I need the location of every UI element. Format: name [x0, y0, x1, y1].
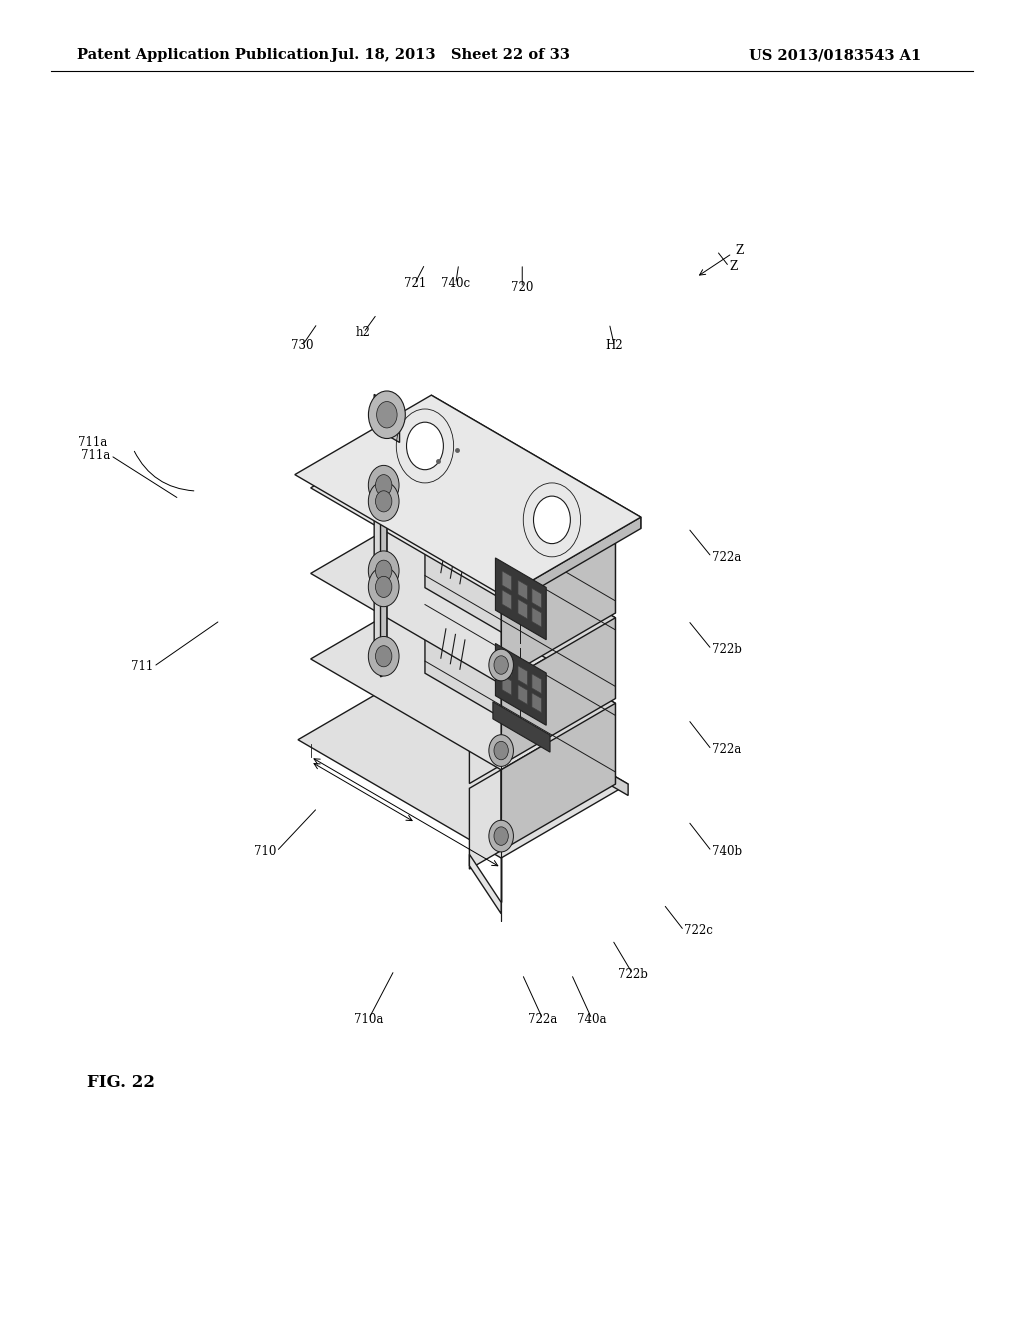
Polygon shape: [469, 684, 501, 784]
Circle shape: [488, 649, 513, 681]
Text: 711a: 711a: [78, 436, 108, 449]
Polygon shape: [496, 643, 546, 725]
Text: 711a: 711a: [81, 449, 111, 462]
Circle shape: [369, 466, 399, 506]
Text: h2: h2: [356, 326, 371, 339]
Polygon shape: [413, 597, 419, 657]
Text: US 2013/0183543 A1: US 2013/0183543 A1: [750, 49, 922, 62]
Polygon shape: [295, 395, 641, 597]
Circle shape: [407, 422, 443, 470]
Polygon shape: [496, 558, 546, 640]
Text: Z: Z: [729, 260, 737, 273]
Polygon shape: [425, 507, 615, 698]
Polygon shape: [374, 395, 399, 442]
Text: 722a: 722a: [712, 743, 741, 756]
Circle shape: [369, 482, 399, 521]
Text: 722a: 722a: [528, 1012, 557, 1026]
Text: 722b: 722b: [712, 643, 741, 656]
Polygon shape: [381, 421, 387, 677]
Polygon shape: [531, 673, 542, 693]
Circle shape: [494, 826, 508, 845]
Circle shape: [494, 742, 508, 760]
Circle shape: [376, 491, 392, 512]
Polygon shape: [413, 512, 419, 572]
Polygon shape: [310, 507, 615, 684]
Polygon shape: [518, 599, 527, 619]
Text: Jul. 18, 2013   Sheet 22 of 33: Jul. 18, 2013 Sheet 22 of 33: [331, 49, 570, 62]
Polygon shape: [501, 704, 615, 850]
Polygon shape: [406, 426, 413, 486]
Polygon shape: [374, 414, 387, 673]
Circle shape: [377, 401, 397, 428]
Polygon shape: [298, 665, 628, 858]
Circle shape: [376, 577, 392, 598]
Polygon shape: [502, 676, 512, 696]
Text: 720: 720: [511, 281, 534, 294]
Polygon shape: [501, 684, 546, 737]
Polygon shape: [413, 426, 419, 486]
Text: 740c: 740c: [441, 277, 470, 290]
Polygon shape: [501, 770, 546, 821]
Polygon shape: [501, 618, 615, 766]
Text: 710a: 710a: [354, 1012, 383, 1026]
Polygon shape: [469, 770, 501, 869]
Polygon shape: [501, 532, 615, 680]
Text: H2: H2: [605, 339, 624, 352]
Polygon shape: [310, 421, 615, 599]
Text: 710: 710: [254, 845, 276, 858]
Circle shape: [376, 475, 392, 496]
Circle shape: [369, 550, 399, 590]
Text: 740a: 740a: [578, 1012, 606, 1026]
Polygon shape: [502, 590, 512, 610]
Polygon shape: [425, 593, 615, 784]
Text: 722c: 722c: [684, 924, 713, 937]
Text: 711: 711: [131, 660, 154, 673]
Polygon shape: [425, 665, 628, 796]
Polygon shape: [406, 597, 413, 657]
Circle shape: [376, 560, 392, 581]
Text: 722a: 722a: [712, 550, 741, 564]
Polygon shape: [502, 572, 512, 591]
Polygon shape: [425, 421, 615, 612]
Polygon shape: [531, 589, 542, 609]
Circle shape: [534, 496, 570, 544]
Circle shape: [494, 656, 508, 675]
Text: 730: 730: [291, 339, 313, 352]
Polygon shape: [502, 656, 512, 676]
Text: FIG. 22: FIG. 22: [87, 1074, 155, 1090]
Circle shape: [369, 391, 406, 438]
Text: 721: 721: [403, 277, 426, 290]
Polygon shape: [518, 685, 527, 705]
Polygon shape: [469, 599, 501, 698]
Polygon shape: [501, 599, 546, 651]
Polygon shape: [531, 693, 542, 713]
Text: Patent Application Publication: Patent Application Publication: [77, 49, 329, 62]
Polygon shape: [518, 581, 527, 601]
Polygon shape: [406, 512, 413, 572]
Polygon shape: [518, 665, 527, 685]
Text: Z: Z: [735, 244, 743, 257]
Polygon shape: [493, 702, 550, 752]
Polygon shape: [469, 854, 501, 913]
Polygon shape: [310, 593, 615, 770]
Circle shape: [369, 636, 399, 676]
Circle shape: [369, 568, 399, 607]
Circle shape: [488, 735, 513, 767]
Text: 740b: 740b: [712, 845, 741, 858]
Polygon shape: [504, 517, 641, 609]
Polygon shape: [531, 607, 542, 627]
Circle shape: [488, 820, 513, 851]
Circle shape: [376, 645, 392, 667]
Polygon shape: [431, 395, 641, 528]
Text: 722b: 722b: [617, 968, 648, 981]
